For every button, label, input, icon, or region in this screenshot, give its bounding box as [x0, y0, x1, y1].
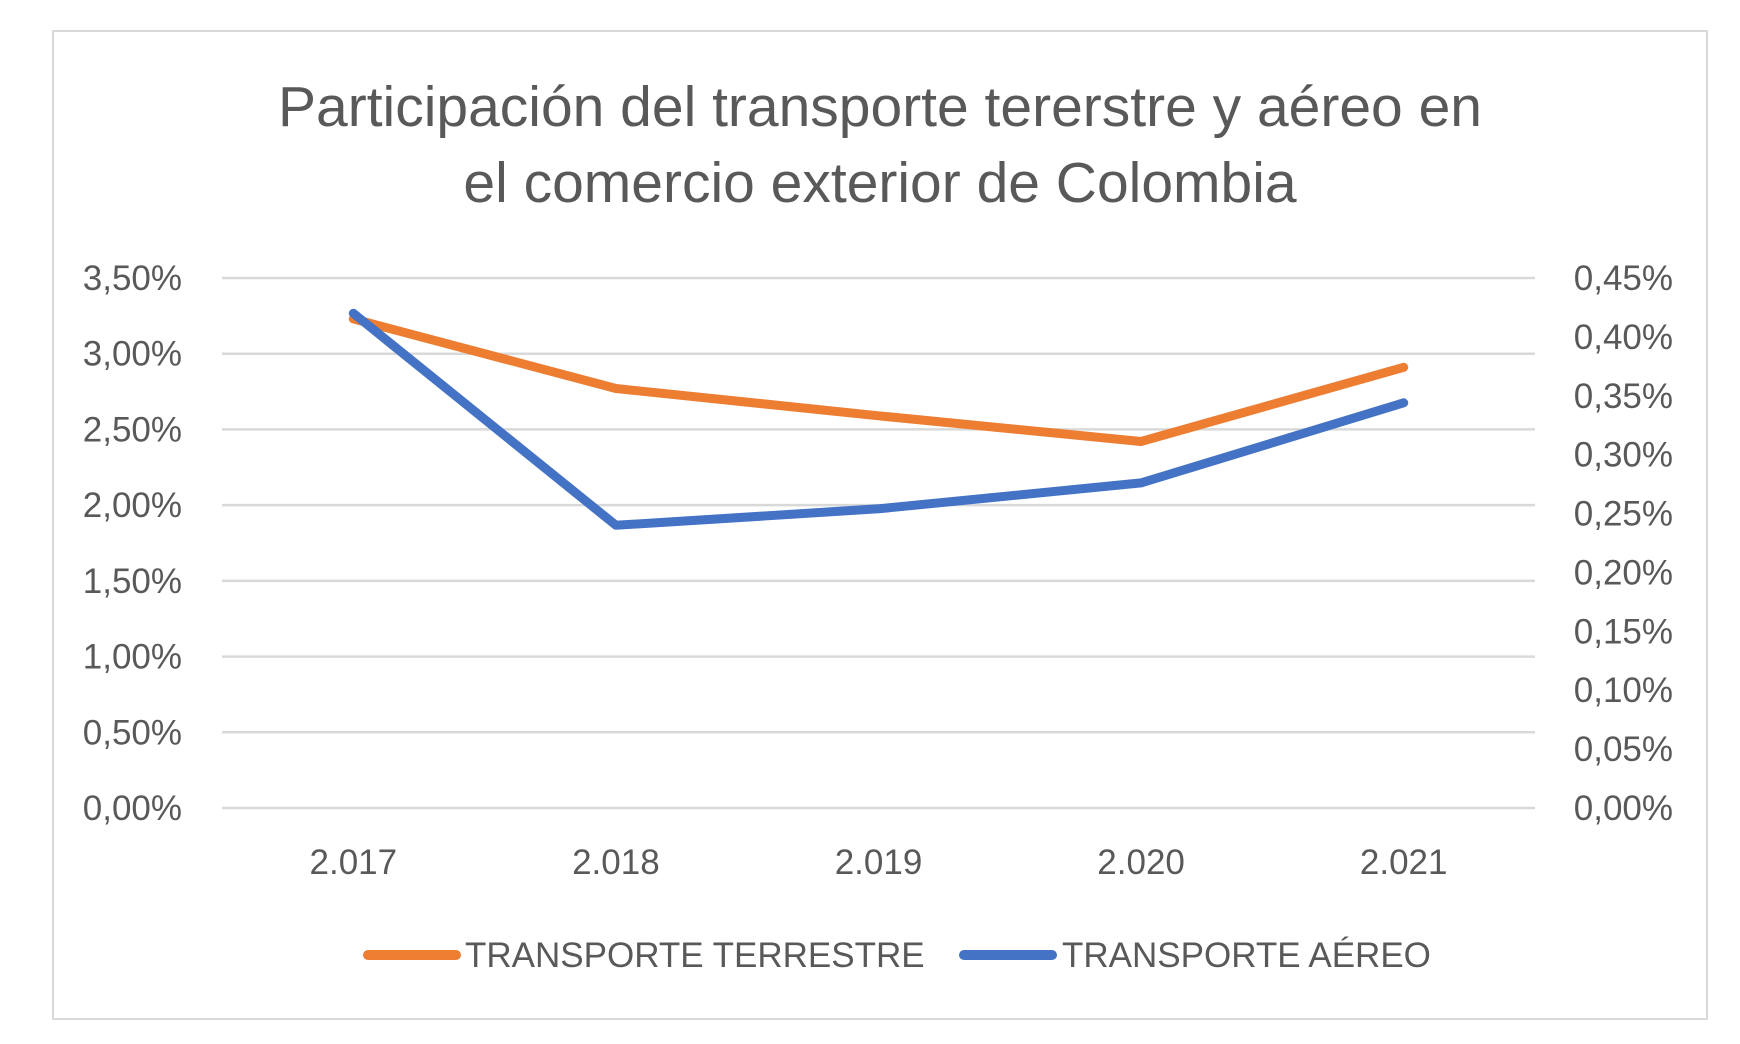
y-right-tick-label: 0,20% — [1574, 553, 1673, 592]
series — [348, 308, 1409, 530]
series-line-terrestre — [348, 314, 1409, 446]
y-right-tick-label: 0,15% — [1574, 612, 1673, 651]
y-right-tick-label: 0,00% — [1574, 789, 1673, 828]
chart-title: Participación del transporte tererstre y… — [278, 75, 1482, 215]
x-tick-label: 2.018 — [572, 843, 660, 882]
gridlines — [222, 276, 1535, 810]
y-right-tick-label: 0,25% — [1574, 495, 1673, 534]
x-tick-label: 2.019 — [835, 843, 923, 882]
y-right-tick-label: 0,05% — [1574, 730, 1673, 769]
series-line-aereo — [348, 308, 1409, 530]
y-axis-right: 0,00% 0,05% 0,10% 0,15% 0,20% 0,25% 0,30% 0,35%… — [1574, 259, 1673, 828]
x-axis: 2.017 2.018 2.019 2.020 2.021 — [310, 843, 1448, 882]
chart-title-line: Participación del transporte tererstre y… — [278, 75, 1482, 139]
y-right-tick-label: 0,30% — [1574, 436, 1673, 475]
y-left-tick-label: 1,00% — [83, 638, 182, 677]
legend-label: TRANSPORTE TERRESTRE — [465, 936, 925, 975]
legend: TRANSPORTE TERRESTRE TRANSPORTE AÉREO — [363, 936, 1431, 975]
y-right-tick-label: 0,40% — [1574, 318, 1673, 357]
y-left-tick-label: 2,50% — [83, 410, 182, 449]
chart-frame — [52, 30, 1708, 1020]
y-right-tick-label: 0,45% — [1574, 259, 1673, 298]
y-axis-left: 0,00% 0,50% 1,00% 1,50% 2,00% 2,50% 3,00% 3,50% — [83, 259, 182, 828]
x-tick-label: 2.017 — [310, 843, 398, 882]
x-tick-label: 2.020 — [1097, 843, 1185, 882]
y-left-tick-label: 3,00% — [83, 335, 182, 374]
y-left-tick-label: 0,50% — [83, 713, 182, 752]
chart-title-line: el comercio exterior de Colombia — [463, 151, 1296, 215]
y-left-tick-label: 2,00% — [83, 486, 182, 525]
y-left-tick-label: 0,00% — [83, 789, 182, 828]
y-left-tick-label: 1,50% — [83, 562, 182, 601]
legend-label: TRANSPORTE AÉREO — [1062, 936, 1431, 975]
y-left-tick-label: 3,50% — [83, 259, 182, 298]
x-tick-label: 2.021 — [1360, 843, 1448, 882]
y-right-tick-label: 0,35% — [1574, 377, 1673, 416]
y-right-tick-label: 0,10% — [1574, 671, 1673, 710]
